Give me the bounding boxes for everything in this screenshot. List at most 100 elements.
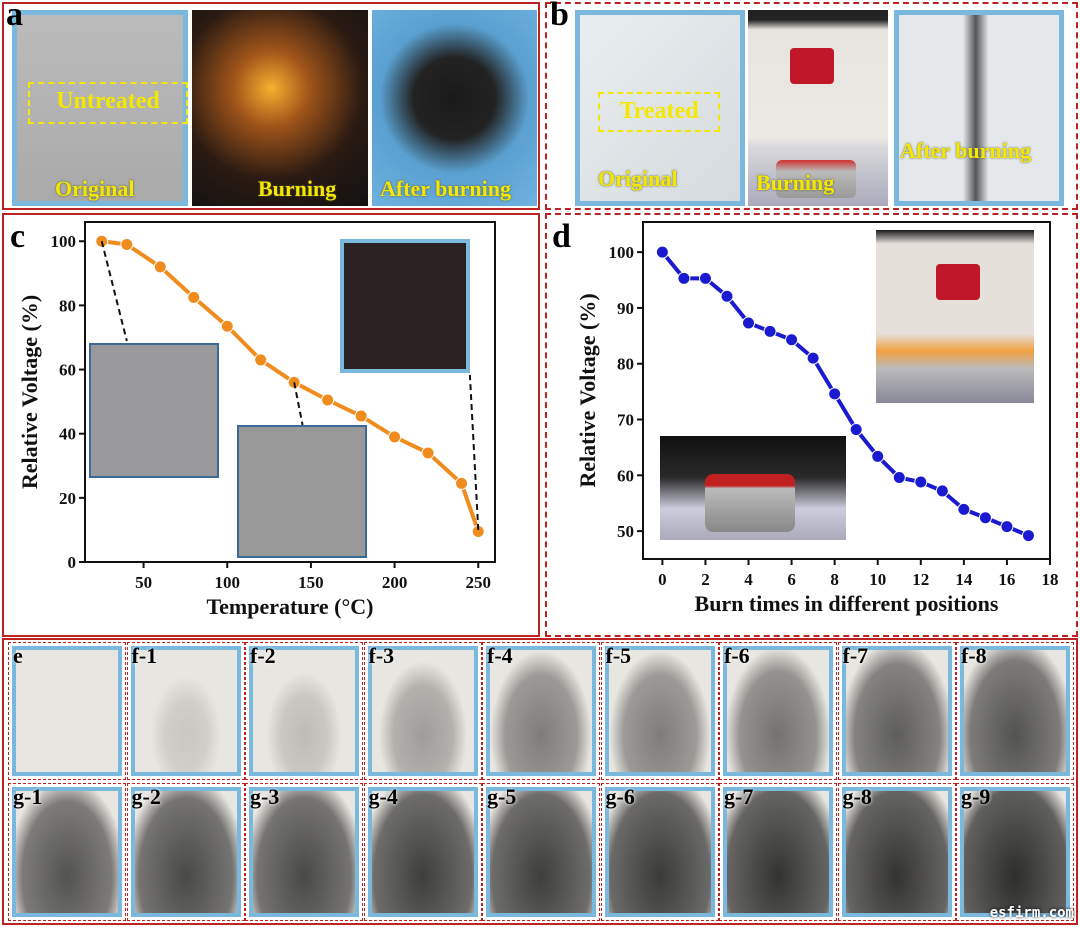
cell-label: g-6 xyxy=(605,784,635,809)
burn-sequence-cell: g-2 xyxy=(126,783,245,921)
data-point xyxy=(120,237,134,251)
x-axis-label: Burn times in different positions xyxy=(695,591,999,616)
data-point xyxy=(321,393,335,407)
dashed-arrow xyxy=(468,374,480,530)
inset-flame-clip-photo xyxy=(876,230,1034,403)
a-original-label: Original xyxy=(55,176,135,201)
cell-label: f-3 xyxy=(368,643,395,668)
data-point xyxy=(957,502,971,516)
data-point xyxy=(1021,529,1035,543)
cell-label: g-2 xyxy=(131,784,161,809)
data-point xyxy=(806,351,820,365)
cell-label: f-6 xyxy=(724,643,750,668)
x-tick-label: 18 xyxy=(1042,570,1059,589)
panel-d xyxy=(545,213,1078,637)
data-point xyxy=(677,271,691,285)
x-tick-label: 150 xyxy=(298,573,324,592)
x-tick-label: 12 xyxy=(912,570,929,589)
data-point xyxy=(871,449,885,463)
x-tick-label: 50 xyxy=(135,573,152,592)
y-tick-label: 60 xyxy=(59,361,76,380)
x-tick-label: 0 xyxy=(658,570,667,589)
inset-140c-photo xyxy=(237,425,367,558)
burn-sample-photo xyxy=(12,787,122,917)
burn-sample-photo xyxy=(723,787,833,917)
cell-label: g-9 xyxy=(961,784,991,809)
data-point xyxy=(935,484,949,498)
burn-sequence-cell: f-2 xyxy=(245,642,363,780)
b-burning-label: Burning xyxy=(756,170,835,195)
untreated-after-burning-photo xyxy=(372,10,537,206)
cell-label: g-7 xyxy=(724,784,754,809)
burn-sequence-cell: f-6 xyxy=(719,642,837,780)
data-point xyxy=(220,319,234,333)
candle xyxy=(776,160,856,198)
cell-label: e xyxy=(13,643,23,668)
inset-candle-photo xyxy=(660,436,846,540)
x-tick-label: 14 xyxy=(955,570,973,589)
burn-sample-photo xyxy=(841,787,952,917)
burn-sequence-cell: e xyxy=(8,642,126,780)
cell-label: f-5 xyxy=(605,643,632,668)
x-tick-label: 10 xyxy=(869,570,886,589)
treated-after-burning-photo xyxy=(894,10,1064,206)
burn-sample-photo xyxy=(249,646,359,776)
panel-c-letter: c xyxy=(10,218,26,255)
data-point xyxy=(187,290,201,304)
chart-c: 50 100 150 200 250 0 20 40 60 80 100 Temperature (°… xyxy=(17,221,496,619)
burn-sequence-cell: g-3 xyxy=(245,783,363,921)
y-tick-label: 0 xyxy=(68,553,77,572)
plot-frame xyxy=(642,221,1051,560)
x-tick-label: 6 xyxy=(787,570,796,589)
red-clip xyxy=(936,264,980,300)
burn-sequence-cell: g-1 xyxy=(8,783,126,921)
inset-250c-photo xyxy=(340,239,470,373)
burn-sequence-cell: f-8 xyxy=(956,642,1074,780)
burn-sequence-cell: f-3 xyxy=(363,642,482,780)
cell-label: f-2 xyxy=(250,643,276,668)
burn-sample-photo xyxy=(604,646,715,776)
b-after-label: After burning xyxy=(900,138,1031,163)
x-tick-label: 16 xyxy=(998,570,1015,589)
untreated-original-photo xyxy=(12,10,188,206)
burn-sample-photo xyxy=(486,787,596,917)
y-tick-label: 100 xyxy=(51,232,77,251)
burn-sequence-cell: g-7 xyxy=(719,783,837,921)
panel-e xyxy=(2,638,1078,925)
y-tick-label: 60 xyxy=(617,466,634,485)
data-point xyxy=(354,409,368,423)
untreated-burning-photo xyxy=(192,10,368,206)
treated-burning-photo xyxy=(748,10,888,206)
cell-label: f-1 xyxy=(131,643,158,668)
red-clip xyxy=(790,48,834,84)
x-tick-label: 2 xyxy=(701,570,710,589)
burn-sample-photo xyxy=(249,787,359,917)
burn-sample-photo xyxy=(12,646,122,776)
burn-sequence-cell: g-9 xyxy=(956,783,1074,921)
burn-sample-photo xyxy=(841,646,952,776)
burn-sample-photo xyxy=(130,646,241,776)
panel-d-letter: d xyxy=(552,218,571,255)
a-burning-label: Burning xyxy=(258,176,337,201)
burn-sample-photo xyxy=(367,646,478,776)
x-tick-label: 250 xyxy=(466,573,492,592)
panel-c xyxy=(2,213,540,637)
untreated-box-label: Untreated xyxy=(28,82,188,124)
x-tick-label: 100 xyxy=(214,573,240,592)
burn-sequence-cell: f-1 xyxy=(126,642,245,780)
inset-25c-photo xyxy=(89,343,219,478)
burn-sequence-cell: g-8 xyxy=(837,783,956,921)
x-axis-label: Temperature (°C) xyxy=(206,594,373,619)
burn-sample-photo xyxy=(367,787,478,917)
candle xyxy=(705,474,795,532)
burn-sequence-cell: f-5 xyxy=(600,642,719,780)
data-point xyxy=(785,333,799,347)
data-point xyxy=(421,446,435,460)
data-point xyxy=(720,289,734,303)
cell-label: g-1 xyxy=(13,784,43,809)
cell-label: g-3 xyxy=(250,784,280,809)
burn-sequence-cell: g-6 xyxy=(600,783,719,921)
data-point xyxy=(254,353,268,367)
data-point xyxy=(455,476,469,490)
treated-original-photo xyxy=(575,10,745,206)
